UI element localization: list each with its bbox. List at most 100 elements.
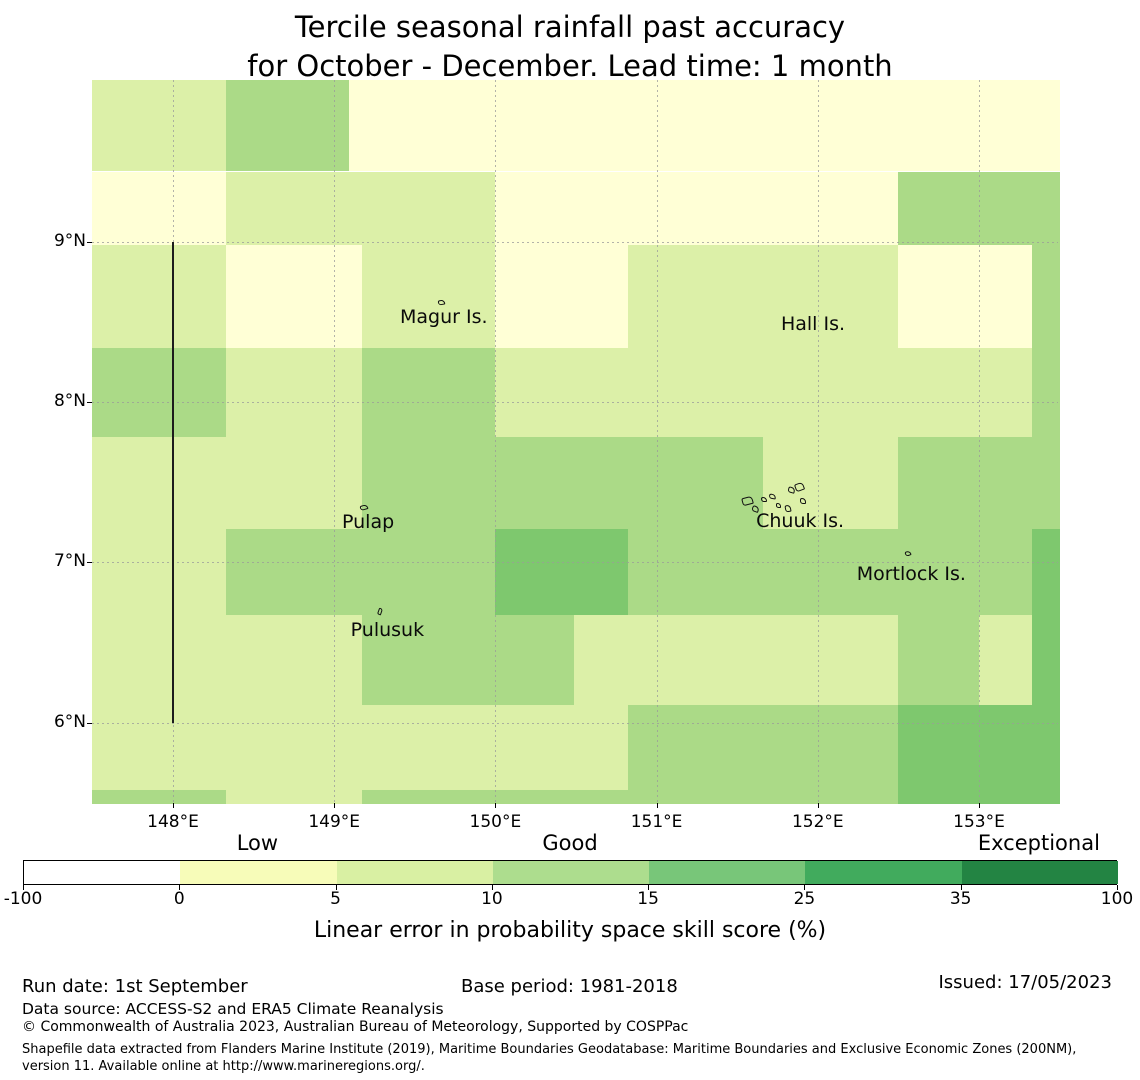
- colorbar-tick: [491, 885, 493, 890]
- issued-date-text: Issued: 17/05/2023: [938, 972, 1112, 993]
- colorbar-segment: [180, 861, 337, 884]
- longitude-gridline: [334, 80, 336, 803]
- x-tick-label: 153°E: [953, 812, 1005, 832]
- heatmap-cell: [627, 245, 899, 348]
- colorbar-tick-label: -100: [3, 889, 43, 909]
- x-axis-tick: [173, 803, 174, 808]
- heatmap-cell: [574, 615, 899, 705]
- heatmap-cell: [898, 245, 1033, 348]
- heatmap-cell: [361, 437, 763, 529]
- heatmap-cell: [92, 789, 227, 805]
- colorbar-segment: [805, 861, 962, 884]
- heatmap-cell: [1032, 528, 1060, 616]
- colorbar-band-label-exceptional: Exceptional: [977, 831, 1100, 855]
- base-period-text: Base period: 1981-2018: [461, 976, 678, 997]
- longitude-gridline: [656, 80, 658, 803]
- heatmap-cell: [226, 80, 349, 172]
- x-tick-label: 152°E: [791, 812, 844, 832]
- shapefile-attribution-text: Shapefile data extracted from Flanders M…: [22, 1042, 1077, 1074]
- heatmap-cell: [495, 171, 899, 246]
- islet-shape: [761, 496, 767, 502]
- heatmap-cell: [92, 437, 362, 529]
- latitude-gridline: [92, 722, 1058, 724]
- colorbar-tick: [1117, 885, 1118, 890]
- colorbar-tick-label: 35: [949, 889, 972, 909]
- heatmap-cell: [92, 347, 227, 438]
- y-axis-tick: [87, 242, 92, 243]
- heatmap-cell: [92, 615, 362, 705]
- x-tick-label: 149°E: [308, 812, 361, 832]
- colorbar-tick: [23, 885, 24, 890]
- island-label-hall: Hall Is.: [780, 312, 846, 335]
- heatmap-cell: [627, 528, 1033, 616]
- island-label-magur: Magur Is.: [400, 306, 488, 329]
- heatmap-cell: [92, 171, 227, 246]
- heatmap-cell: [1032, 245, 1060, 348]
- colorbar-tick-label: 5: [330, 889, 341, 909]
- heatmap-cell: [361, 245, 496, 348]
- heatmap-cell: [361, 615, 575, 705]
- heatmap-cell: [92, 245, 227, 348]
- colorbar-segment: [24, 861, 181, 884]
- island-label-chuuk: Chuuk Is.: [756, 509, 845, 532]
- heatmap-cell: [226, 789, 362, 805]
- data-source-text: Data source: ACCESS-S2 and ERA5 Climate …: [22, 1000, 444, 1018]
- x-axis-tick: [979, 803, 980, 808]
- heatmap-cell: [226, 528, 496, 616]
- heatmap-cell: [1032, 347, 1060, 438]
- chart-title-line1: Tercile seasonal rainfall past accuracy: [294, 10, 846, 44]
- x-axis-tick: [656, 803, 658, 808]
- heatmap-cell: [1032, 615, 1060, 705]
- colorbar-band-label-good: Good: [542, 831, 598, 855]
- y-tick-label: 7°N: [53, 551, 86, 572]
- islet-shape: [776, 503, 781, 509]
- colorbar-segment: [961, 861, 1118, 884]
- heatmap-cell: [226, 171, 496, 246]
- heatmap-cell: [495, 347, 1033, 438]
- heatmap-cell: [495, 245, 628, 348]
- heatmap-cell: [495, 528, 628, 616]
- y-axis-tick: [87, 722, 92, 724]
- island-label-mortlock: Mortlock Is.: [856, 562, 966, 585]
- colorbar-title: Linear error in probability space skill …: [313, 918, 827, 943]
- chart-title: Tercile seasonal rainfall past accuracy …: [0, 8, 1140, 86]
- run-date-text: Run date: 1st September: [22, 976, 248, 997]
- heatmap-cell: [226, 347, 362, 438]
- y-axis-tick: [87, 562, 92, 564]
- heatmap-cell: [348, 80, 1060, 172]
- heatmap-cell: [898, 437, 1060, 529]
- latitude-gridline: [92, 562, 1058, 564]
- island-label-pulap: Pulap: [342, 511, 395, 534]
- colorbar-tick: [335, 885, 337, 890]
- heatmap-cell: [92, 80, 227, 172]
- heatmap-cell: [898, 705, 1060, 790]
- y-tick-label: 8°N: [53, 391, 86, 412]
- y-axis-tick: [87, 402, 92, 404]
- x-tick-label: 151°E: [630, 812, 683, 832]
- latitude-gridline: [92, 242, 1058, 243]
- heatmap-cell: [361, 347, 496, 438]
- x-axis-tick: [334, 803, 336, 808]
- colorbar: [23, 860, 1118, 885]
- island-label-pulusuk: Pulusuk: [350, 618, 425, 641]
- islet-shape: [799, 497, 806, 504]
- x-axis-tick: [495, 803, 497, 808]
- colorbar-tick-label: 10: [481, 889, 503, 909]
- colorbar-segment: [649, 861, 806, 884]
- longitude-gridline: [817, 80, 819, 803]
- reference-meridian-line: [172, 242, 174, 723]
- colorbar-tick-label: 15: [637, 889, 659, 909]
- heatmap-cell: [898, 615, 979, 705]
- latitude-gridline: [92, 402, 1058, 404]
- colorbar-tick: [648, 885, 650, 890]
- colorbar-tick: [960, 885, 962, 890]
- chart-title-line2: for October - December. Lead time: 1 mon…: [247, 49, 893, 83]
- y-tick-label: 6°N: [53, 711, 86, 732]
- heatmap-cell: [92, 705, 628, 790]
- colorbar-tick-label: 100: [1100, 889, 1134, 909]
- x-axis-tick: [817, 803, 819, 808]
- x-tick-label: 150°E: [469, 812, 522, 832]
- colorbar-tick: [179, 885, 181, 890]
